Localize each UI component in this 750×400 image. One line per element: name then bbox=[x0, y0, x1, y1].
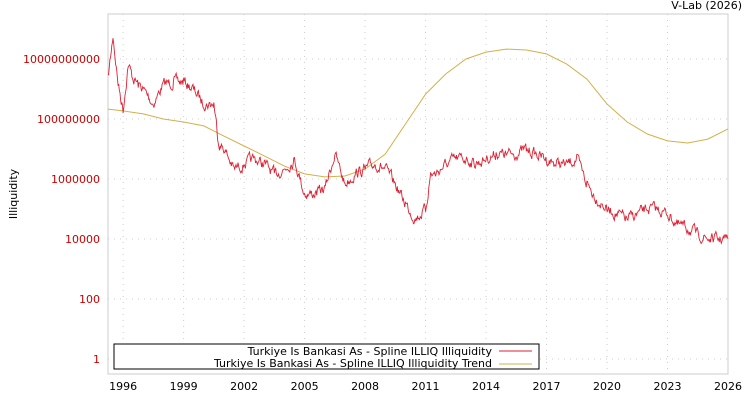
y-axis-label: Illiquidity bbox=[7, 168, 20, 219]
x-tick-label: 2023 bbox=[654, 380, 682, 393]
x-ticks: 1996 1999 2002 2005 2008 2011 2014 2017 2020 2023… bbox=[109, 380, 742, 393]
x-tick-label: 2017 bbox=[533, 380, 561, 393]
legend-box bbox=[113, 343, 540, 370]
x-tick-label: 2026 bbox=[714, 380, 742, 393]
x-tick-label: 2008 bbox=[351, 380, 379, 393]
grid bbox=[108, 14, 729, 374]
legend: Turkiye Is Bankasi As - Spline ILLIQ Ill… bbox=[113, 343, 540, 370]
x-tick-label: 2011 bbox=[412, 380, 440, 393]
x-tick-label: 2002 bbox=[230, 380, 258, 393]
x-tick-label: 1996 bbox=[109, 380, 137, 393]
x-tick-label: 2014 bbox=[472, 380, 500, 393]
y-ticks: 1 100 10000 1000000 100000000 10000000000 bbox=[23, 53, 100, 366]
legend-label-illiquidity: Turkiye Is Bankasi As - Spline ILLIQ Ill… bbox=[247, 345, 493, 358]
legend-label-trend: Turkiye Is Bankasi As - Spline ILLIQ Ill… bbox=[213, 357, 492, 370]
illiquidity-line bbox=[107, 38, 729, 245]
y-tick-label: 10000000000 bbox=[23, 53, 100, 66]
y-tick-label: 100000000 bbox=[37, 113, 100, 126]
plot-frame bbox=[107, 13, 729, 375]
x-tick-label: 1999 bbox=[170, 380, 198, 393]
y-tick-label: 1 bbox=[93, 353, 100, 366]
y-tick-label: 100 bbox=[79, 293, 100, 306]
y-tick-label: 1000000 bbox=[51, 173, 100, 186]
credit-label: V-Lab (2026) bbox=[671, 0, 742, 12]
x-tick-label: 2020 bbox=[593, 380, 621, 393]
y-tick-label: 10000 bbox=[65, 233, 100, 246]
series-lines bbox=[107, 38, 729, 245]
trend-line bbox=[107, 48, 729, 178]
x-tick-label: 2005 bbox=[291, 380, 319, 393]
